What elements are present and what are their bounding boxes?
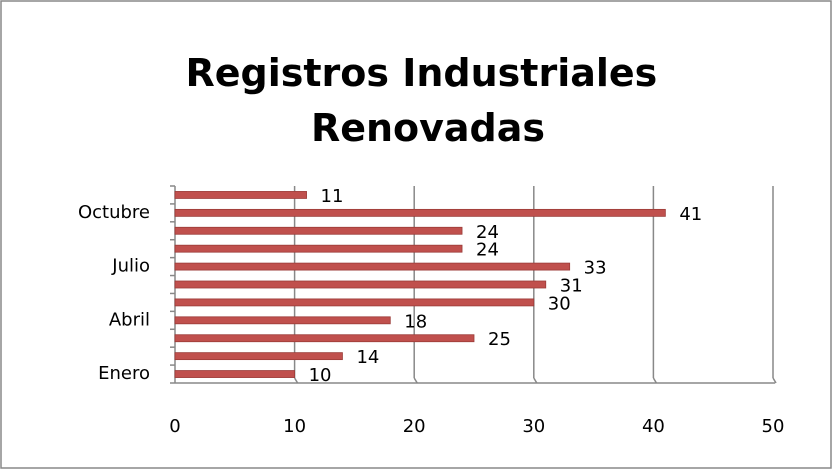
x-tick-label: 0 — [169, 416, 180, 437]
bar — [174, 208, 666, 217]
data-label: 14 — [356, 347, 379, 368]
x-tick-label: 50 — [762, 416, 785, 437]
bar — [174, 226, 463, 235]
data-label: 24 — [476, 222, 499, 243]
bar — [174, 262, 571, 271]
data-label: 11 — [321, 186, 344, 207]
bar — [174, 298, 535, 307]
bar — [174, 244, 463, 253]
grid-line-depth — [772, 377, 777, 384]
y-tick-label: Enero — [98, 363, 150, 384]
bar — [174, 191, 307, 199]
data-label: 31 — [560, 276, 583, 297]
x-tick-label: 40 — [642, 416, 665, 437]
grid-line-depth — [652, 377, 658, 384]
y-tick-label: Abril — [109, 309, 150, 330]
y-tick-label: Julio — [111, 256, 150, 277]
bar — [174, 352, 343, 361]
x-tick-label: 20 — [403, 416, 426, 437]
bar — [174, 370, 295, 378]
data-label: 41 — [679, 204, 702, 225]
x-tick-label: 30 — [522, 416, 545, 437]
grid-line-depth — [293, 377, 299, 384]
grid-line-depth — [533, 377, 538, 384]
grid-line-depth — [413, 377, 418, 384]
bar — [174, 334, 475, 343]
chart-title: Registros Industriales Renovadas — [185, 51, 670, 150]
data-label: 33 — [584, 258, 607, 279]
data-label: 25 — [488, 329, 511, 350]
x-tick-label: 10 — [283, 416, 306, 437]
bar — [174, 316, 391, 325]
bar — [174, 280, 547, 289]
data-label: 24 — [476, 240, 499, 261]
data-label: 30 — [548, 293, 571, 314]
data-label: 18 — [404, 311, 427, 332]
data-label: 10 — [309, 365, 332, 386]
y-tick-label: Octubre — [78, 202, 150, 223]
